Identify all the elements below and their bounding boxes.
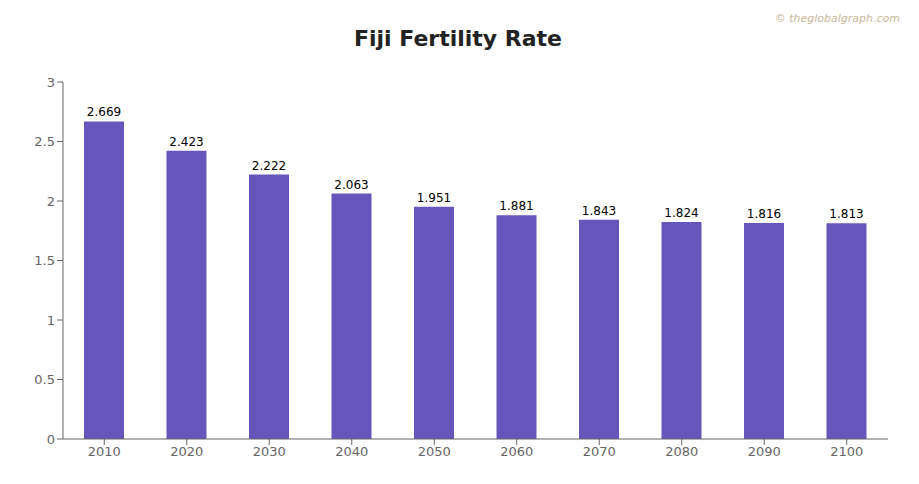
svg-text:1.881: 1.881: [499, 199, 533, 213]
svg-text:2.063: 2.063: [334, 178, 368, 192]
svg-text:0.5: 0.5: [34, 372, 55, 387]
svg-text:1.816: 1.816: [747, 207, 781, 221]
svg-text:2070: 2070: [583, 444, 616, 459]
svg-text:2030: 2030: [253, 444, 286, 459]
svg-text:2.222: 2.222: [252, 159, 286, 173]
svg-text:2080: 2080: [665, 444, 698, 459]
svg-text:1.843: 1.843: [582, 204, 616, 218]
svg-text:2.669: 2.669: [87, 105, 121, 119]
svg-text:1.951: 1.951: [417, 191, 451, 205]
svg-text:0: 0: [47, 432, 55, 447]
svg-text:2010: 2010: [88, 444, 121, 459]
html-text:Fiji Fertility Rate: Fiji Fertility Rate: [353, 26, 562, 51]
svg-text:1.813: 1.813: [829, 207, 863, 221]
svg-text:2.423: 2.423: [169, 135, 203, 149]
svg-text:1.824: 1.824: [664, 206, 698, 220]
svg-text:2040: 2040: [335, 444, 368, 459]
svg-text:2050: 2050: [418, 444, 451, 459]
svg-text:1.5: 1.5: [34, 253, 55, 268]
svg-text:2090: 2090: [748, 444, 781, 459]
svg-text:2: 2: [47, 194, 55, 209]
svg-text:2.5: 2.5: [34, 134, 55, 149]
svg-text:2020: 2020: [170, 444, 203, 459]
svg-text:3: 3: [47, 75, 55, 90]
html-text:© theglobalgraph.com: © theglobalgraph.com: [774, 12, 900, 25]
svg-text:2100: 2100: [830, 444, 863, 459]
svg-text:2060: 2060: [500, 444, 533, 459]
svg-text:1: 1: [47, 313, 55, 328]
